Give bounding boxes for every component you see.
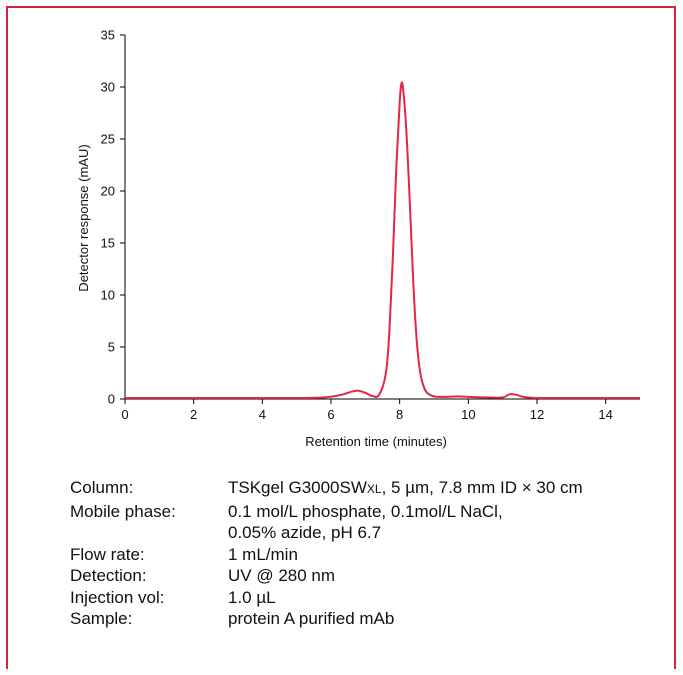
y-tick-label: 10 — [101, 288, 115, 303]
condition-value: 1.0 µL — [228, 587, 276, 607]
y-axis-title: Detector response (mAU) — [76, 144, 91, 291]
chromatography-conditions: Column: TSKgel G3000SWXL, 5 µm, 7.8 mm I… — [70, 477, 583, 630]
condition-label: Column: — [70, 478, 134, 497]
x-axis-title: Retention time (minutes) — [305, 434, 447, 449]
chromatogram-line — [125, 81, 640, 400]
x-tick-label: 2 — [190, 407, 197, 422]
condition-row: Column: TSKgel G3000SWXL, 5 µm, 7.8 mm I… — [70, 477, 583, 501]
condition-label: Detection: — [70, 566, 147, 585]
condition-label: Sample: — [70, 609, 133, 628]
x-tick-label: 14 — [598, 407, 612, 422]
condition-value: 1 mL/min — [228, 544, 298, 564]
condition-value: protein A purified mAb — [228, 609, 395, 628]
condition-label: Flow rate: — [70, 544, 145, 564]
y-tick-label: 0 — [108, 392, 115, 407]
x-tick-label: 6 — [327, 407, 334, 422]
condition-row: Mobile phase: 0.1 mol/L phosphate, 0.1mo… — [70, 501, 583, 523]
chromatogram-chart: 0 5 10 15 20 25 30 35 0 2 4 6 8 10 12 14 Detector respo… — [76, 28, 640, 449]
condition-value: 0.05% azide, pH 6.7 — [228, 523, 382, 542]
chart-axes: 0 5 10 15 20 25 30 35 0 2 4 6 8 10 12 14 — [101, 28, 640, 422]
condition-label: Mobile phase: — [70, 501, 176, 521]
y-tick-label: 20 — [101, 184, 115, 199]
condition-row: Sample: protein A purified mAb — [70, 608, 583, 630]
condition-value: TSKgel G3000SWXL, 5 µm, 7.8 mm ID × 30 c… — [228, 478, 583, 497]
x-tick-label: 12 — [530, 407, 544, 422]
condition-value: UV @ 280 nm — [228, 566, 336, 585]
y-tick-label: 5 — [108, 340, 115, 355]
condition-label: Injection vol: — [70, 587, 165, 607]
x-tick-label: 0 — [121, 407, 128, 422]
condition-row: 0.05% azide, pH 6.7 — [70, 522, 583, 544]
condition-value: 0.1 mol/L phosphate, 0.1mol/L NaCl, — [228, 501, 503, 521]
x-tick-label: 8 — [396, 407, 403, 422]
y-tick-label: 30 — [101, 80, 115, 95]
x-tick-label: 4 — [259, 407, 266, 422]
condition-row: Detection: UV @ 280 nm — [70, 565, 583, 587]
chart-series — [125, 81, 640, 400]
y-tick-label: 35 — [101, 28, 115, 43]
condition-row: Flow rate: 1 mL/min — [70, 544, 583, 566]
y-tick-label: 25 — [101, 132, 115, 147]
y-tick-label: 15 — [101, 236, 115, 251]
x-tick-label: 10 — [461, 407, 475, 422]
condition-label — [70, 522, 228, 544]
condition-row: Injection vol: 1.0 µL — [70, 587, 583, 609]
chart-frame — [6, 6, 676, 669]
